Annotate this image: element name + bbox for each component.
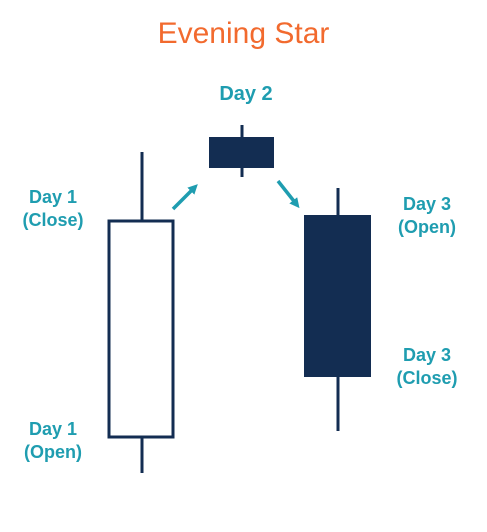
label-day1-open: Day 1 (Open): [10, 418, 96, 464]
label-day3-open-line2: (Open): [398, 217, 456, 237]
label-day1-close: Day 1 (Close): [10, 186, 96, 232]
label-day3-open: Day 3 (Open): [384, 193, 470, 239]
label-day2: Day 2: [200, 83, 292, 106]
day3-body: [304, 215, 371, 377]
label-day1-close-line2: (Close): [22, 210, 84, 230]
arrow-day1-to-day2: [171, 184, 198, 211]
candle-day3: [304, 188, 371, 431]
label-day3-open-line1: Day 3: [402, 194, 452, 214]
label-day3-close-line1: Day 3: [402, 345, 452, 365]
diagram-title: Evening Star: [157, 17, 330, 50]
day2-body: [209, 137, 274, 168]
label-day1-open-line2: (Open): [24, 442, 82, 462]
label-day1-open-line1: Day 1: [28, 419, 78, 439]
candle-day2: [209, 125, 274, 177]
label-day1-close-line1: Day 1: [28, 187, 78, 207]
day1-body: [107, 219, 175, 439]
label-day2-text: Day 2: [219, 83, 273, 105]
label-day3-close: Day 3 (Close): [384, 344, 470, 390]
label-day3-close-line2: (Close): [396, 368, 458, 388]
candle-day1: [107, 152, 175, 473]
arrow-day2-to-day3: [276, 179, 300, 209]
